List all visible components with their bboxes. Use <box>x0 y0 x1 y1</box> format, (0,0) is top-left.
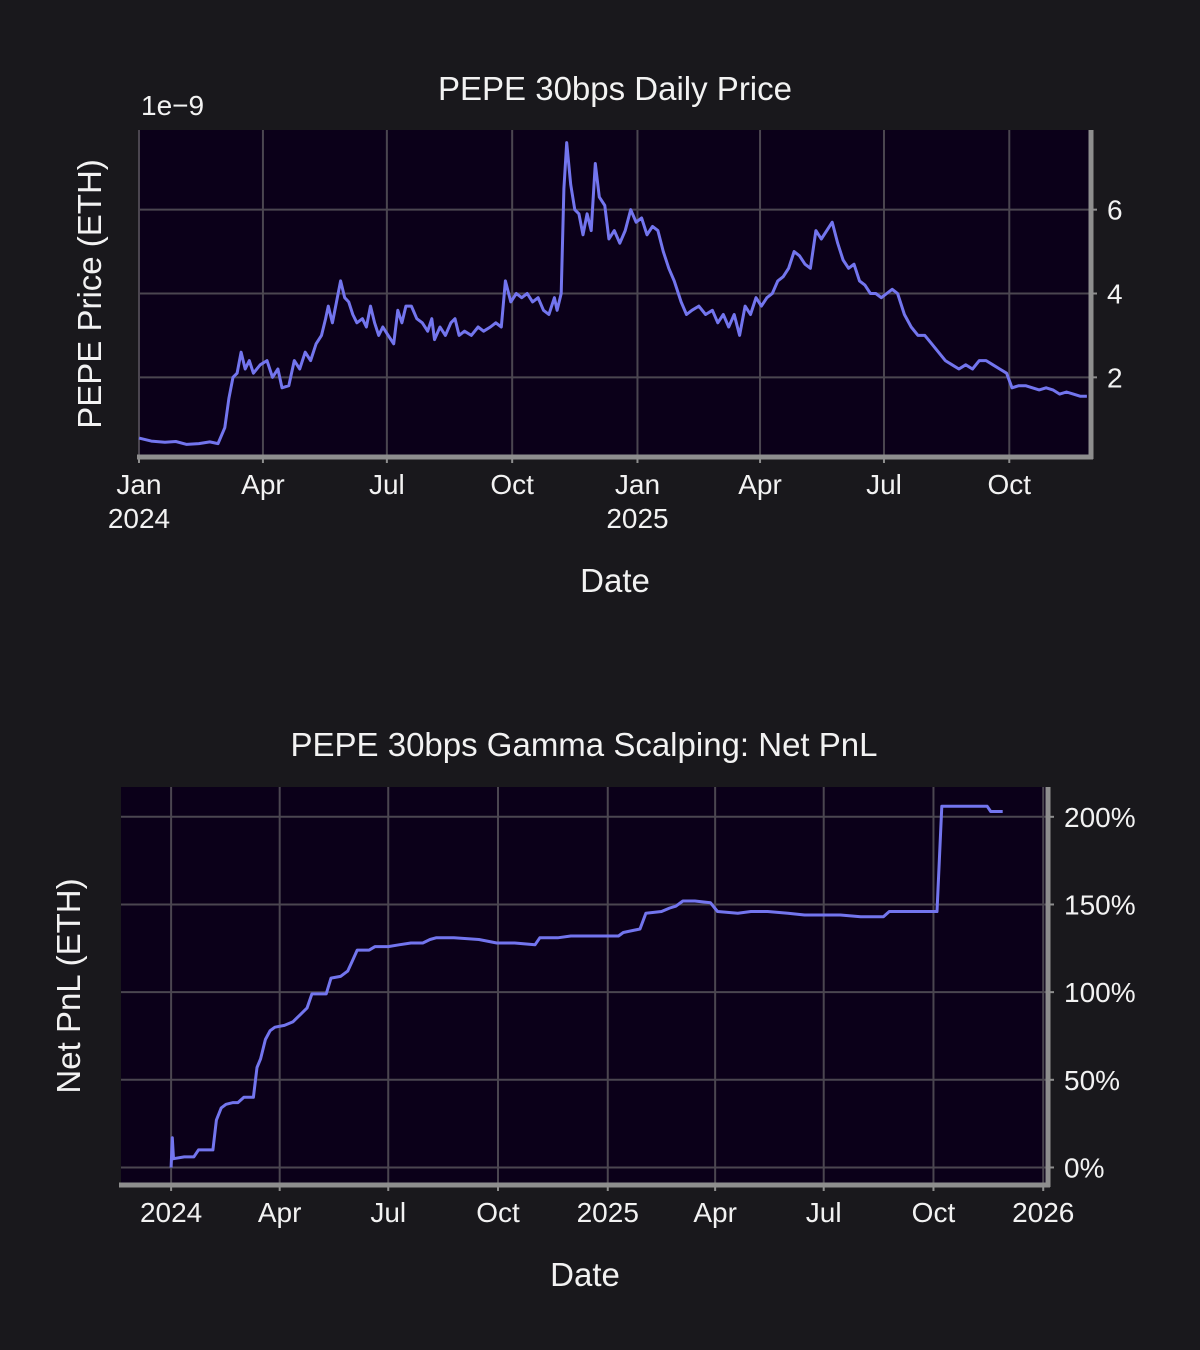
pnl-y-axis-label: Net PnL (ETH) <box>50 878 87 1093</box>
pnl-chart: PEPE 30bps Gamma Scalping: Net PnL 2024 A… <box>50 726 1136 1293</box>
y-tick-label: 6 <box>1107 195 1123 226</box>
x-tick-label: Jan <box>116 469 161 500</box>
x-tick-label: Apr <box>258 1197 302 1228</box>
x-tick-label: Apr <box>241 469 285 500</box>
x-tick-label: Jul <box>806 1197 842 1228</box>
x-tick-label: Oct <box>988 469 1032 500</box>
x-tick-label: Jul <box>369 469 405 500</box>
price-line <box>138 141 1087 446</box>
y-tick-label: 0% <box>1064 1152 1104 1183</box>
pnl-line <box>169 804 1003 1168</box>
y-tick-label: 200% <box>1064 802 1136 833</box>
y-tick-label: 2 <box>1107 362 1123 393</box>
x-tick-label: Oct <box>476 1197 520 1228</box>
x-tick-label: Apr <box>738 469 782 500</box>
x-tick-sublabel: 2024 <box>108 503 170 534</box>
y-tick-label: 150% <box>1064 889 1136 920</box>
price-chart-scale-label: 1e−9 <box>141 90 204 121</box>
price-chart-title: PEPE 30bps Daily Price <box>438 70 792 107</box>
price-y-axis-label: PEPE Price (ETH) <box>71 159 108 429</box>
x-tick-label: Jan <box>615 469 660 500</box>
x-tick-sublabel: 2025 <box>606 503 668 534</box>
y-tick-label: 100% <box>1064 977 1136 1008</box>
x-tick-label: Apr <box>693 1197 737 1228</box>
x-tick-label: Jul <box>370 1197 406 1228</box>
x-tick-label: Jul <box>866 469 902 500</box>
pnl-chart-title: PEPE 30bps Gamma Scalping: Net PnL <box>291 726 878 763</box>
x-tick-label: Oct <box>912 1197 956 1228</box>
pnl-x-axis-label: Date <box>550 1256 620 1293</box>
x-tick-label: 2025 <box>577 1197 639 1228</box>
pnl-plot-area <box>121 787 1048 1185</box>
x-tick-label: 2024 <box>140 1197 202 1228</box>
y-tick-label: 4 <box>1107 279 1123 310</box>
price-x-axis-label: Date <box>580 562 650 599</box>
y-tick-label: 50% <box>1064 1065 1120 1096</box>
x-tick-label: Oct <box>490 469 534 500</box>
x-tick-label: 2026 <box>1012 1197 1074 1228</box>
